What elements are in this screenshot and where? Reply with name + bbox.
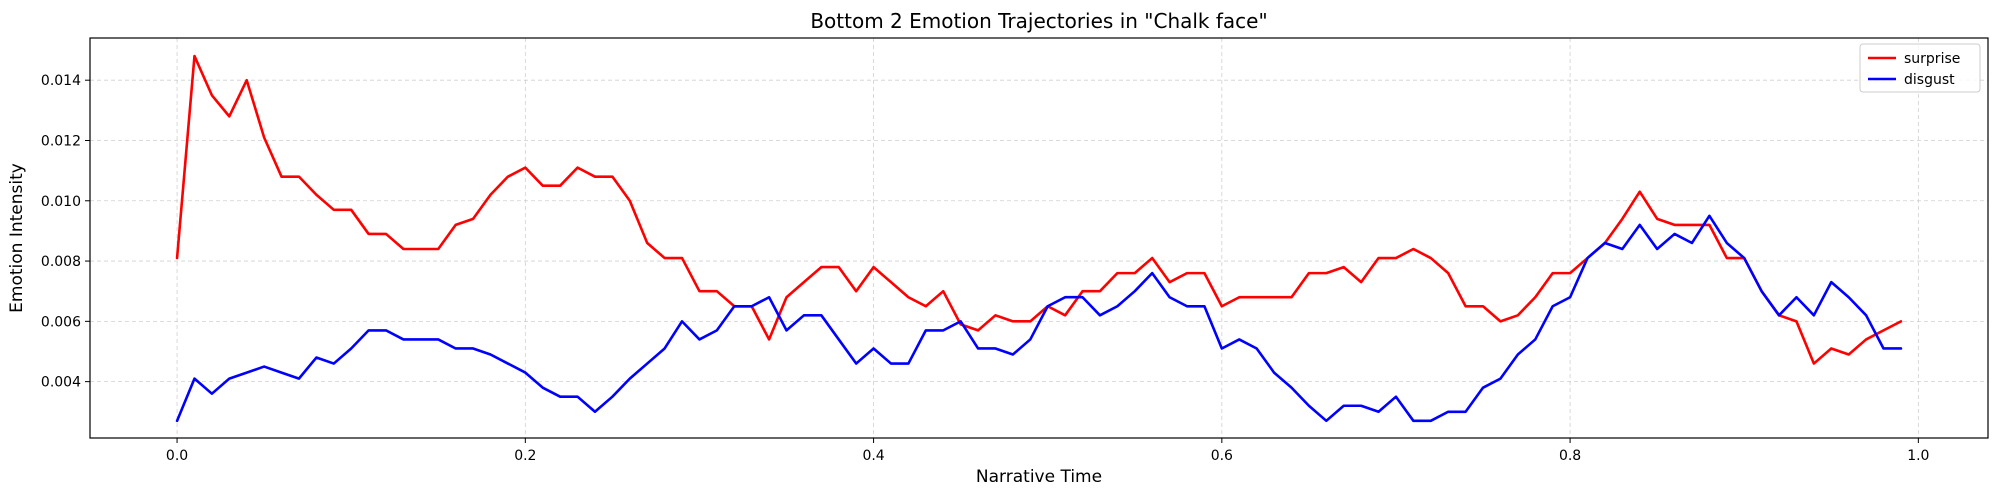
x-axis-ticks: 0.0 0.2 0.4 0.6 0.8 1.0 bbox=[166, 438, 1929, 464]
x-tick-label: 0.2 bbox=[514, 448, 536, 464]
legend-label-disgust: disgust bbox=[1904, 72, 1955, 88]
legend: surprise disgust bbox=[1859, 43, 1981, 93]
x-tick-label: 1.0 bbox=[1907, 448, 1929, 464]
chart-title: Bottom 2 Emotion Trajectories in "Chalk … bbox=[810, 9, 1267, 33]
legend-label-surprise: surprise bbox=[1904, 51, 1960, 67]
series-line-surprise bbox=[175, 54, 1903, 365]
y-tick-label: 0.008 bbox=[41, 254, 81, 270]
x-tick-label: 0.4 bbox=[862, 448, 884, 464]
y-tick-label: 0.010 bbox=[41, 194, 81, 210]
y-axis-label: Emotion Intensity bbox=[7, 163, 27, 313]
y-tick-label: 0.006 bbox=[41, 314, 81, 330]
y-tick-label: 0.012 bbox=[41, 133, 81, 149]
y-axis-ticks: 0.004 0.006 0.008 0.010 0.012 0.014 bbox=[41, 73, 90, 391]
x-axis-label: Narrative Time bbox=[976, 467, 1102, 487]
x-tick-label: 0.6 bbox=[1211, 448, 1233, 464]
y-tick-label: 0.014 bbox=[41, 73, 81, 89]
series-line-disgust bbox=[175, 214, 1903, 423]
y-tick-label: 0.004 bbox=[41, 375, 81, 391]
x-tick-label: 0.0 bbox=[166, 448, 188, 464]
x-tick-label: 0.8 bbox=[1559, 448, 1581, 464]
series-lines bbox=[175, 54, 1903, 423]
plot-frame bbox=[89, 37, 1989, 439]
